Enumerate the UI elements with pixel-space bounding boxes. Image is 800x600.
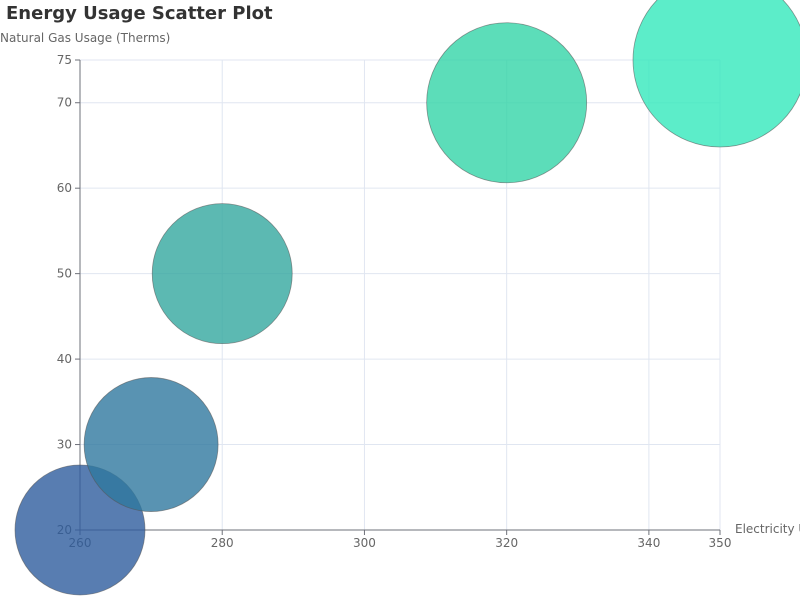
y-tick-label: 70 (57, 96, 72, 110)
data-point[interactable] (632, 0, 800, 148)
y-tick-label: 40 (57, 352, 72, 366)
chart-title: Energy Usage Scatter Plot (6, 3, 273, 24)
y-tick-label: 50 (57, 267, 72, 281)
y-axis-name: Natural Gas Usage (Therms) (0, 31, 170, 45)
x-tick-label: 280 (211, 536, 234, 550)
x-tick-label: 340 (637, 536, 660, 550)
data-point[interactable] (83, 377, 219, 512)
x-tick-label: 320 (495, 536, 518, 550)
data-point[interactable] (426, 22, 588, 184)
x-tick-label: 300 (353, 536, 376, 550)
y-tick-label: 75 (57, 53, 72, 67)
x-tick-label: 350 (709, 536, 732, 550)
data-points (14, 0, 800, 596)
data-point[interactable] (151, 203, 293, 345)
x-axis-name: Electricity U (735, 522, 800, 536)
y-tick-label: 30 (57, 438, 72, 452)
y-tick-label: 60 (57, 181, 72, 195)
